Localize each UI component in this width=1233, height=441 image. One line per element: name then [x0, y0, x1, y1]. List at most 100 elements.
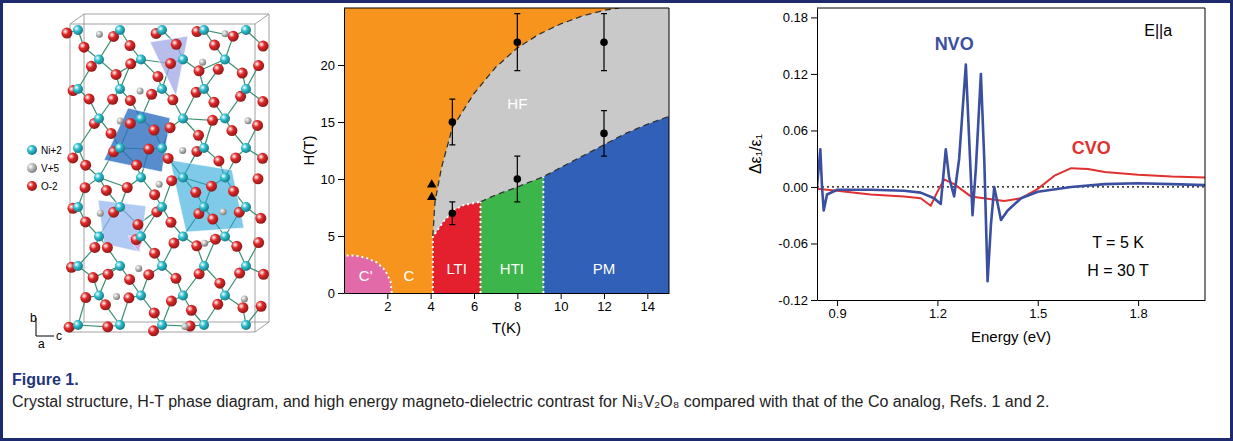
oxygen-atom [207, 115, 218, 126]
tick: 0.00 [783, 180, 817, 195]
caption: Figure 1. Crystal structure, H-T phase d… [12, 370, 1220, 411]
phase-region [481, 177, 544, 293]
plot-frame [344, 8, 669, 9]
plot-frame [669, 8, 670, 293]
oxygen-atom [258, 41, 269, 52]
tick-mark [517, 293, 518, 299]
tick-mark [811, 17, 817, 18]
oxygen-atom [111, 69, 122, 80]
oxygen-atom [84, 93, 95, 104]
oxygen-atom [168, 238, 179, 249]
tick: 0.06 [783, 123, 817, 138]
vanadium-atom [97, 210, 104, 217]
nickel-atom [73, 320, 83, 330]
annotation: H = 30 T [1087, 262, 1149, 279]
tick: 6 [471, 293, 478, 314]
oxygen-atom [88, 272, 99, 283]
nickel-atom [199, 84, 209, 94]
axis-line [344, 9, 345, 294]
tick-label: 0.18 [783, 10, 808, 25]
annotations: NVOCVOE||aT = 5 KH = 30 T [935, 22, 1173, 279]
oxygen-atom [253, 237, 264, 248]
nickel-atom [199, 320, 209, 330]
oxygen-atom [125, 95, 136, 106]
phase-diagram: CHFPMHTILTIC'246810121405101520T(K)H(T) [300, 8, 670, 336]
oxygen-atom [131, 160, 142, 171]
tick: 12 [597, 293, 611, 314]
nickel-atom [241, 261, 251, 271]
plot-area [344, 8, 669, 293]
nickel-atom [94, 173, 104, 183]
tick: 2 [384, 293, 391, 314]
polyhedra [98, 36, 244, 252]
region-label: LTI [446, 260, 467, 277]
nickel-atom [73, 84, 83, 94]
spectrum-chart: 0.91.21.51.8-0.12-0.060.000.060.120.18En… [747, 8, 1206, 345]
y-axis: -0.12-0.060.000.060.120.18 [778, 9, 817, 308]
plot-frame [1205, 8, 1206, 300]
annotation: E||a [1144, 22, 1172, 39]
oxygen-atom [143, 269, 154, 280]
tick-mark [647, 293, 648, 299]
nickel-atom [136, 173, 146, 183]
nickel-atom [136, 55, 146, 65]
tick: 0 [328, 286, 344, 301]
tick-label: 4 [428, 299, 435, 314]
oxygen-atom [89, 242, 100, 253]
nickel-atom [157, 202, 167, 212]
nickel-atom [157, 84, 167, 94]
error-bar [601, 14, 607, 71]
oxygen-atom [237, 68, 248, 79]
nickel-atom [73, 202, 83, 212]
data-point [600, 38, 608, 46]
tick-mark [431, 293, 432, 299]
structure-legend: Ni+2V+5O-2 [27, 145, 62, 192]
nickel-atom [220, 291, 230, 301]
tick: 1.8 [1130, 300, 1148, 321]
axis-indicator-label: a [38, 337, 45, 351]
phase-boundary [542, 177, 544, 293]
tick-mark [811, 187, 817, 188]
nickel-atom [220, 232, 230, 242]
tick: 0.12 [783, 67, 817, 82]
tick: 20 [321, 58, 344, 73]
vanadium-atom [179, 147, 186, 154]
cell-edge [84, 14, 269, 15]
nickel-atom [241, 25, 251, 35]
oxygen-atom [209, 40, 220, 51]
legend-swatch [27, 181, 37, 191]
axis-line [345, 293, 670, 294]
nickel-atom [73, 261, 83, 271]
vanadium-atom [241, 295, 248, 302]
x-axis-title: Energy (eV) [971, 328, 1051, 345]
series-line [817, 168, 1205, 206]
tick-mark [561, 293, 562, 299]
nickel-atom [115, 202, 125, 212]
oxygen-atom [124, 40, 135, 51]
phase-region [344, 8, 669, 293]
tick: 10 [321, 172, 344, 187]
error-bar [514, 14, 520, 71]
axis-indicator-lines [36, 318, 54, 336]
data-point [449, 118, 457, 126]
phase-boundary [433, 8, 619, 236]
tick-label: 0.06 [783, 123, 808, 138]
oxygen-atom [213, 64, 224, 75]
oxygen-atom [165, 58, 176, 69]
vanadium-atom [244, 117, 251, 124]
vanadium-atom [220, 208, 227, 215]
x-axis: 2468101214 [345, 293, 670, 314]
nickel-atom [199, 261, 209, 271]
data-point [600, 130, 608, 138]
figure: Ni+2V+5O-2bacCHFPMHTILTIC'24681012140510… [0, 0, 1233, 441]
oxygen-atom [252, 120, 263, 131]
x-axis-title: T(K) [492, 319, 521, 336]
caption-label: Figure 1. [12, 370, 1220, 390]
cell-edge [84, 322, 269, 323]
tick-label: -0.06 [778, 236, 808, 251]
oxygen-atom [207, 214, 218, 225]
nickel-atom [178, 114, 188, 124]
oxygen-atom [255, 213, 266, 224]
tick-label: 10 [554, 299, 568, 314]
oxygen-atom [149, 248, 160, 259]
